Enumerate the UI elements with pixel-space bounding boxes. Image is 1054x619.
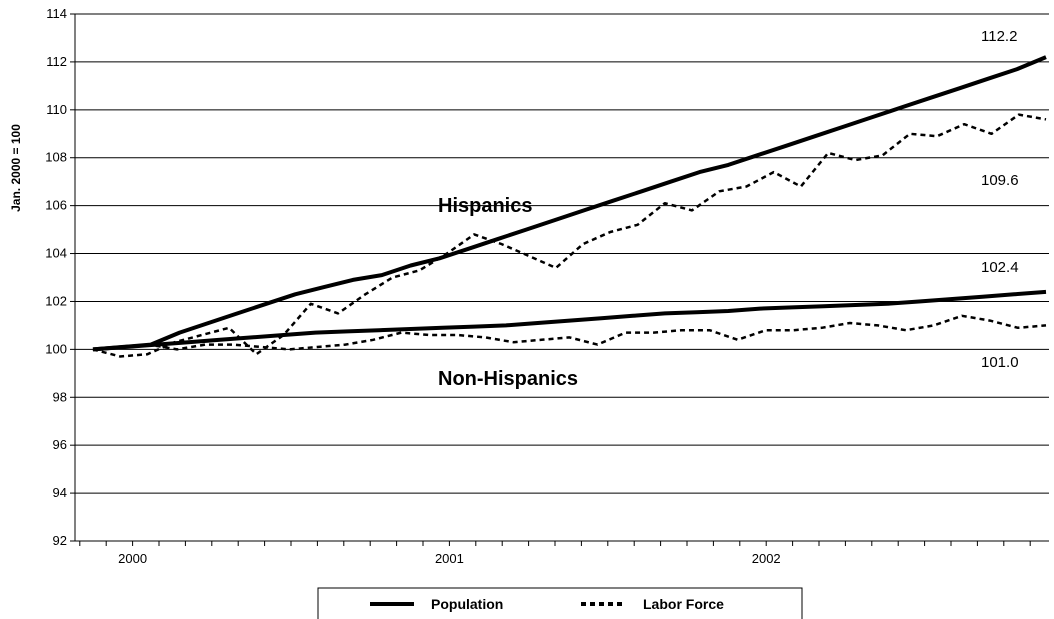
y-tick-label-104: 104	[45, 246, 67, 261]
series-line-hispanics-population	[92, 55, 1047, 352]
legend-label-labor-force: Labor Force	[643, 596, 724, 612]
x-tick-labels: 2000 2001 2002	[118, 551, 781, 566]
series-line-non-hispanics-labor-force	[92, 314, 1047, 351]
x-tick-label-2000: 2000	[118, 551, 147, 566]
y-tick-label-108: 108	[45, 150, 67, 165]
x-tick-label-2001: 2001	[435, 551, 464, 566]
end-label-nonhispanic-labor-force: 101.0	[981, 354, 1019, 371]
legend: Population Labor Force	[317, 587, 803, 619]
series-lines	[92, 55, 1047, 358]
y-tick-label-96: 96	[53, 437, 67, 452]
end-label-hispanic-labor-force: 109.6	[981, 172, 1019, 189]
legend-label-population: Population	[431, 596, 503, 612]
y-tick-label-100: 100	[45, 341, 67, 356]
y-tick-labels: 92 94 96 98 100 102 104 106 108 110 112 114	[45, 6, 67, 548]
grid	[75, 13, 1049, 542]
y-tick-label-110: 110	[46, 102, 67, 117]
annotation-hispanics: Hispanics	[438, 195, 532, 217]
y-tick-label-106: 106	[45, 198, 67, 213]
y-axis-label: Jan. 2000 = 100	[9, 124, 23, 212]
y-tick-label-92: 92	[53, 533, 67, 548]
y-tick-label-102: 102	[45, 293, 67, 308]
y-tick-label-94: 94	[53, 485, 67, 500]
series-line-non-hispanics-population	[92, 289, 1047, 352]
x-tick-label-2002: 2002	[752, 551, 781, 566]
end-label-nonhispanic-population: 102.4	[981, 259, 1019, 276]
annotation-non-hispanics: Non-Hispanics	[438, 368, 578, 390]
y-tick-label-114: 114	[46, 6, 67, 21]
axes	[70, 13, 1049, 546]
series-line-hispanics-labor-force	[92, 113, 1047, 358]
y-tick-label-112: 112	[46, 54, 67, 69]
y-tick-label-98: 98	[53, 389, 67, 404]
end-label-hispanic-population: 112.2	[981, 28, 1017, 45]
